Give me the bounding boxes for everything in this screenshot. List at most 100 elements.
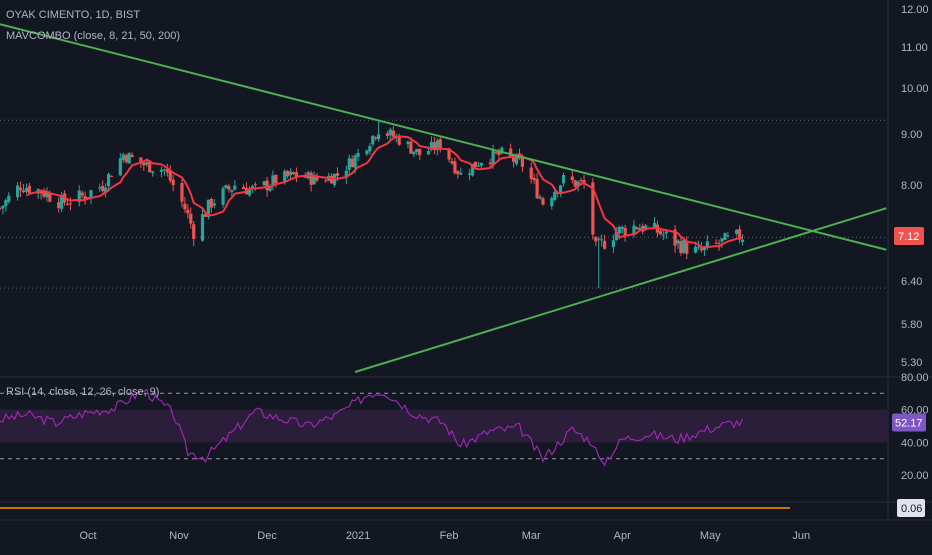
- candle-body: [693, 246, 698, 253]
- candle-body: [233, 185, 237, 190]
- candle-body: [151, 171, 155, 173]
- candle-body: [412, 151, 416, 155]
- candle-body: [86, 197, 90, 199]
- candle-body: [652, 222, 657, 228]
- candle-body: [696, 246, 701, 248]
- candle-body: [286, 170, 290, 177]
- candle-body: [365, 150, 369, 155]
- candle-body: [438, 139, 442, 149]
- candle-body: [632, 225, 636, 235]
- candle-body: [0, 207, 2, 209]
- time-tick-label: Jun: [792, 530, 810, 542]
- candle-body: [450, 161, 454, 164]
- candle-body: [106, 173, 111, 187]
- symbol-title[interactable]: OYAK CIMENTO, 1D, BIST: [6, 9, 141, 21]
- candle-body: [200, 214, 205, 241]
- candle-body: [121, 154, 125, 161]
- rsi-label[interactable]: RSI (14, close, 12, 26, close, 9): [6, 386, 160, 398]
- candle-body: [168, 170, 172, 181]
- time-tick-label: Feb: [440, 530, 459, 542]
- candle-body: [520, 157, 525, 167]
- candle-body: [332, 173, 337, 186]
- candle-body: [221, 188, 225, 205]
- time-tick-label: 2021: [346, 530, 370, 542]
- last-price-tag: [894, 227, 924, 245]
- candle-body: [274, 175, 278, 184]
- candle-body: [109, 175, 114, 177]
- candle-body: [532, 178, 536, 181]
- candle-body: [638, 228, 642, 230]
- candle-body: [101, 186, 105, 192]
- candle-body: [145, 162, 149, 165]
- candle-body: [68, 203, 73, 205]
- candle-body: [192, 224, 196, 239]
- candle-body: [371, 135, 375, 145]
- candle-body: [468, 173, 472, 175]
- candle-body: [535, 179, 539, 199]
- candle-body: [597, 238, 601, 240]
- candle-body: [611, 240, 616, 248]
- candle-body: [550, 198, 554, 207]
- time-tick-label: Mar: [522, 530, 541, 542]
- candle-body: [335, 173, 340, 176]
- candle-body: [459, 172, 463, 175]
- candle-body: [124, 155, 128, 163]
- candle-body: [1, 205, 5, 209]
- candle-body: [18, 187, 23, 191]
- candle-body: [594, 236, 598, 242]
- candle-body: [429, 141, 434, 150]
- candle-body: [538, 197, 542, 199]
- candle-body: [397, 136, 401, 145]
- price-tick-label: 5.30: [901, 357, 922, 369]
- candle-body: [89, 190, 93, 198]
- candle-body: [620, 226, 624, 230]
- price-tick-label: 9.00: [901, 129, 922, 141]
- candle-body: [212, 203, 216, 206]
- candle-body: [203, 214, 208, 217]
- candle-body: [406, 141, 410, 144]
- candle-body: [206, 199, 210, 217]
- candle-body: [27, 185, 31, 193]
- candle-body: [714, 242, 718, 244]
- candle-body: [603, 240, 607, 249]
- candle-body: [224, 185, 228, 189]
- candle-body: [227, 186, 231, 190]
- candle-body: [42, 191, 46, 197]
- candle-body: [435, 140, 439, 151]
- candle-body: [171, 179, 175, 186]
- candle-body: [247, 188, 252, 196]
- rsi-value-label: 52.17: [895, 417, 923, 429]
- candle-body: [682, 239, 686, 253]
- candle-body: [561, 175, 566, 184]
- candle-body: [130, 154, 134, 158]
- candle-body: [118, 158, 122, 176]
- candle-body: [48, 193, 52, 202]
- candle-body: [294, 172, 299, 177]
- candle-body: [447, 148, 451, 160]
- candle-body: [262, 181, 266, 185]
- candle-body: [288, 171, 293, 176]
- candle-body: [391, 130, 395, 137]
- candle-body: [614, 231, 618, 241]
- candle-body: [738, 229, 742, 240]
- candle-body: [312, 174, 316, 185]
- moving-average-line: [25, 135, 743, 249]
- candle-body: [142, 162, 146, 166]
- candle-body: [473, 161, 478, 167]
- candle-body: [600, 239, 604, 241]
- candle-body: [723, 233, 727, 240]
- price-tick-label: 12.00: [901, 4, 929, 16]
- candle-body: [664, 231, 668, 234]
- candle-body: [104, 187, 108, 193]
- candle-body: [702, 246, 706, 251]
- time-tick-label: Nov: [169, 530, 189, 542]
- candle-body: [7, 195, 11, 203]
- rsi-band: [0, 409, 888, 443]
- indicator-label[interactable]: MAVCOMBO (close, 8, 21, 50, 200): [6, 30, 181, 42]
- candle-body: [509, 148, 513, 157]
- candle-body: [16, 185, 20, 198]
- candle-body: [409, 141, 413, 154]
- candle-body: [4, 200, 8, 207]
- candle-body: [418, 148, 422, 156]
